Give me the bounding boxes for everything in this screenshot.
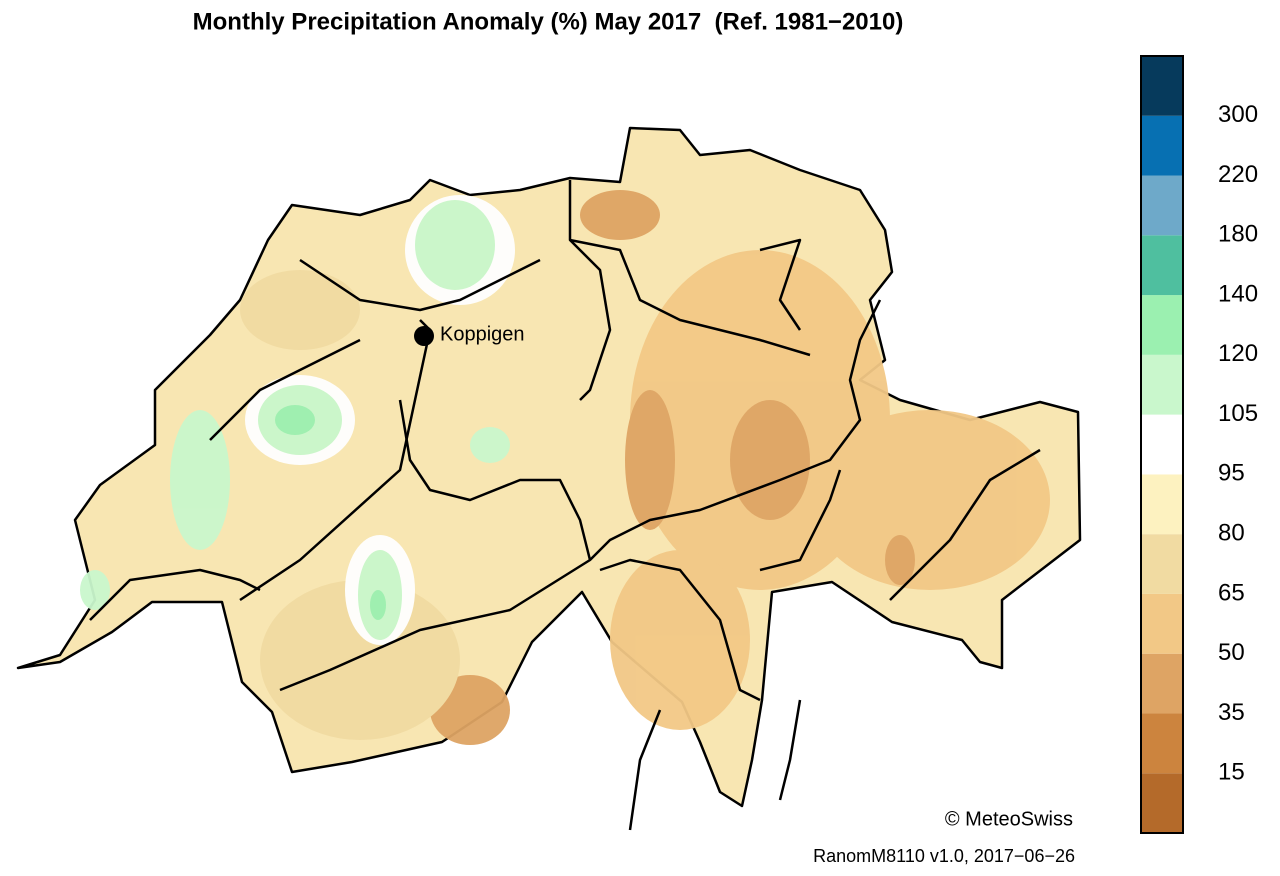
colorbar-tick-label: 95	[1218, 460, 1245, 487]
place-label: Koppigen	[440, 323, 525, 345]
colorbar-swatch	[1141, 713, 1183, 774]
colorbar-tick-label: 140	[1218, 280, 1258, 307]
colorbar-swatch	[1141, 414, 1183, 475]
colorbar-swatch	[1141, 56, 1183, 116]
footer: RanomM8110 v1.0, 2017−06−26	[813, 846, 1075, 866]
colorbar-swatch	[1141, 773, 1183, 833]
credit: © MeteoSwiss	[945, 808, 1073, 830]
colorbar-tick-label: 15	[1218, 759, 1245, 786]
colorbar-swatch	[1141, 354, 1183, 415]
colorbar-tick-label: 80	[1218, 519, 1245, 546]
place-marker	[414, 326, 434, 346]
colorbar-swatch	[1141, 593, 1183, 654]
borders	[89, 180, 1041, 831]
colorbar-tick-label: 105	[1218, 400, 1258, 427]
colorbar-swatch	[1141, 534, 1183, 594]
map-title: Monthly Precipitation Anomaly (%) May 20…	[193, 8, 904, 35]
colorbar-tick-label: 120	[1218, 340, 1258, 367]
colorbar-frame	[1140, 55, 1184, 834]
colorbar: 15 35 50 65 80 95 105 120 140 180 220 300	[1140, 55, 1258, 834]
map: Koppigen	[16, 126, 1082, 831]
colorbar-tick-label: 300	[1218, 101, 1258, 128]
colorbar-swatch	[1141, 235, 1183, 296]
colorbar-tick-label: 65	[1218, 579, 1245, 606]
colorbar-swatch	[1141, 295, 1183, 355]
colorbar-tick-label: 35	[1218, 699, 1245, 726]
colorbar-tick-label: 220	[1218, 161, 1258, 188]
colorbar-tick-label: 50	[1218, 639, 1245, 666]
colorbar-swatch	[1141, 175, 1183, 236]
colorbar-tick-label: 180	[1218, 221, 1258, 248]
shading	[80, 190, 1050, 745]
colorbar-swatch	[1141, 115, 1183, 176]
colorbar-swatch	[1141, 653, 1183, 714]
colorbar-swatch	[1141, 474, 1183, 535]
